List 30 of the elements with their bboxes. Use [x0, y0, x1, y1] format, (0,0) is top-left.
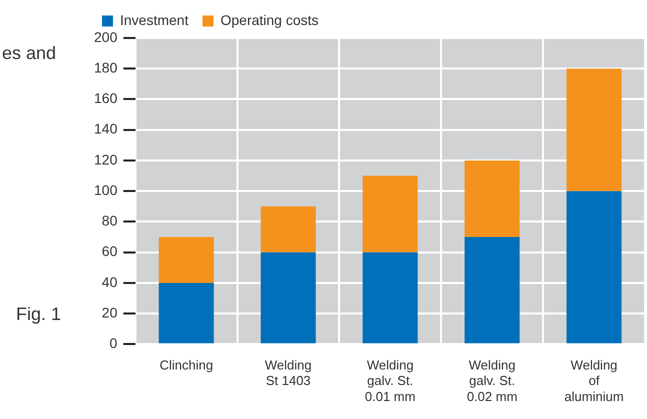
y-tick-label: 0 [110, 335, 118, 352]
bar [566, 191, 622, 344]
y-tick-label: 120 [94, 151, 118, 168]
y-tick-label: 140 [94, 120, 118, 137]
bar [158, 282, 214, 344]
bar [362, 176, 418, 252]
y-tick-label: 40 [102, 274, 118, 290]
bar [158, 237, 214, 283]
caption: Fig. 1 [16, 304, 62, 325]
legend-label: Operating costs [220, 12, 319, 28]
y-tick-label: 180 [94, 59, 118, 76]
bar [566, 68, 622, 192]
y-tick-label: 100 [94, 182, 118, 198]
text: es and [2, 43, 56, 64]
x-tick-label: Welding galv. St. 0.01 mm [364, 358, 416, 404]
bar [362, 252, 418, 344]
y-tick-label: 200 [94, 28, 118, 45]
bar [260, 252, 316, 344]
bar [464, 160, 520, 238]
y-tick-label: 160 [94, 90, 118, 106]
x-tick-label: Welding of aluminium [564, 358, 624, 404]
legend-label: Investment [120, 12, 189, 28]
y-tick-label: 20 [102, 304, 118, 320]
x-tick-label: Welding St 1403 [264, 358, 312, 388]
x-tick-label: Clinching [160, 358, 214, 373]
bar [464, 237, 520, 344]
bar [260, 206, 316, 252]
y-tick-label: 60 [102, 243, 118, 260]
x-tick-label: Welding galv. St. 0.02 mm [466, 358, 518, 404]
y-tick-label: 80 [102, 212, 118, 229]
